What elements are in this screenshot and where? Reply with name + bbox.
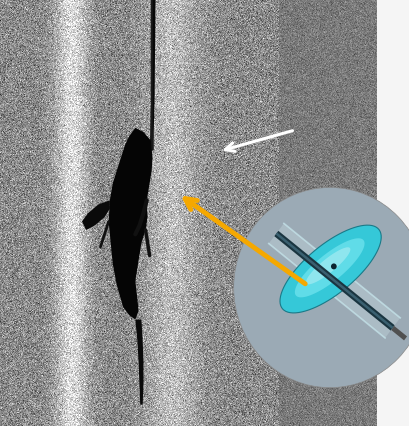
Polygon shape — [268, 223, 399, 338]
Circle shape — [233, 187, 409, 388]
Polygon shape — [135, 320, 143, 405]
Polygon shape — [390, 326, 406, 340]
Polygon shape — [82, 200, 110, 230]
Polygon shape — [274, 231, 394, 331]
Polygon shape — [108, 128, 152, 320]
Polygon shape — [305, 247, 350, 284]
Polygon shape — [279, 225, 380, 313]
Circle shape — [330, 263, 336, 269]
Polygon shape — [294, 238, 364, 297]
Polygon shape — [275, 233, 393, 329]
